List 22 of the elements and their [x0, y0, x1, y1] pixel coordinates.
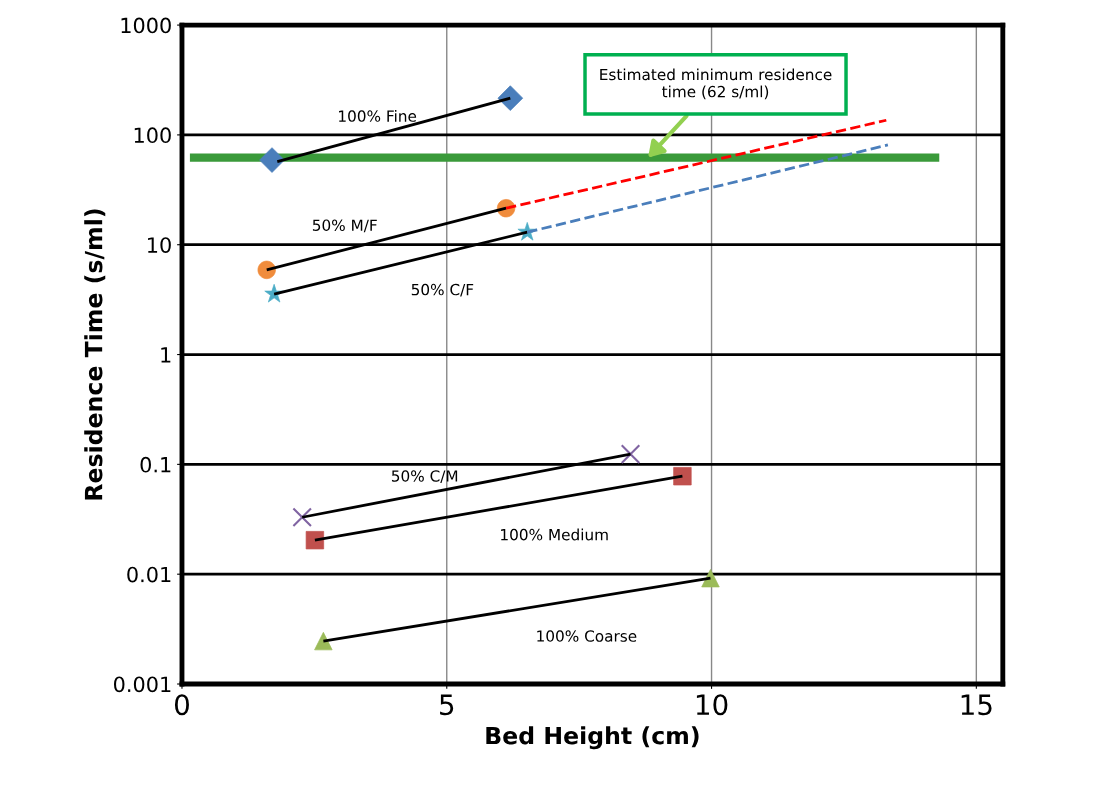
series-label: 100% Medium	[501, 528, 608, 541]
point	[292, 507, 313, 528]
series-label: 100% Fine	[339, 110, 417, 122]
y-tick-label: 0.001	[113, 676, 171, 693]
annotation: Estimated minimum residence time (62 s/ml)	[600, 68, 832, 100]
y-tick-label: 0.1	[140, 456, 171, 473]
y-tick-label: 10	[148, 237, 171, 253]
point	[620, 444, 641, 464]
x-axis-title: Bed Height (cm)	[486, 726, 699, 750]
x-tick-label: 5	[440, 694, 454, 716]
x-tick-label: 0	[174, 694, 189, 716]
y-tick-label: 0.01	[127, 566, 171, 583]
series-label: 50% C/F	[411, 283, 474, 297]
x-tick-label: 10	[696, 694, 728, 716]
y-tick-label: 100	[134, 127, 171, 144]
y-tick-label: 1	[161, 347, 171, 363]
y-tick-label: 1000	[121, 17, 171, 34]
x-tick-label: 15	[961, 694, 992, 716]
series-label: 50% M/F	[312, 219, 377, 233]
y-axis-title: Residence Time (s/ml)	[84, 209, 106, 500]
series-label: 100% Coarse	[537, 630, 637, 642]
series-label: 50% C/M	[391, 470, 458, 483]
